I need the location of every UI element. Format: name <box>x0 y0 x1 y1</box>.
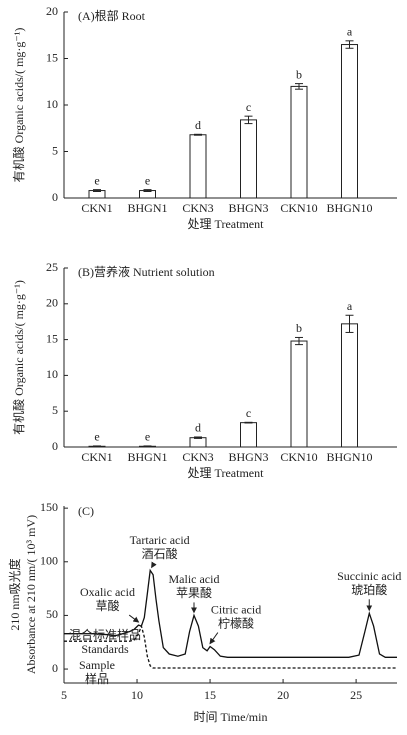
x-tick-label: BHGN10 <box>326 201 372 215</box>
y-tick-label: 20 <box>46 4 58 18</box>
bar <box>189 437 207 448</box>
chart-title: (A)根部 Root <box>78 8 146 23</box>
y-tick-label: 5 <box>52 403 58 417</box>
y-tick-label: 0 <box>52 190 58 204</box>
annotation: 草酸 <box>95 598 119 613</box>
x-tick-label: BHGN3 <box>228 201 268 215</box>
y-tick-label: 0 <box>52 661 58 675</box>
y-axis-label: 有机酸 Organic acids/( mg·g⁻¹) <box>11 28 26 183</box>
y-tick-label: 15 <box>46 331 58 345</box>
bar <box>290 85 308 199</box>
annotation: Oxalic acid <box>80 585 135 599</box>
annotation-arrow <box>151 561 157 569</box>
significance-letter: e <box>94 173 99 187</box>
annotation: Tartaric acid <box>130 533 190 547</box>
y-axis-label: 有机酸 Organic acids/( mg·g⁻¹) <box>11 280 26 435</box>
x-tick-label: CKN3 <box>182 201 213 215</box>
y-tick-label: 0 <box>52 439 58 453</box>
bar <box>341 44 358 199</box>
x-tick-label: 15 <box>204 688 216 702</box>
series-label: Standards <box>81 642 129 656</box>
y-tick-label: 25 <box>46 260 58 274</box>
series-label: Sample <box>79 658 115 672</box>
series-line <box>64 568 397 658</box>
bar <box>240 422 257 448</box>
y-tick-label: 100 <box>40 554 58 568</box>
y-axis-label: 210 nm吸光度 <box>7 558 22 630</box>
annotation: Malic acid <box>168 572 219 586</box>
y-tick-label: 15 <box>46 50 58 64</box>
x-tick-label: CKN3 <box>182 450 213 464</box>
bar <box>189 134 207 199</box>
y-tick-label: 10 <box>46 97 58 111</box>
x-tick-label: BHGN1 <box>127 450 167 464</box>
annotation: Succinic acid <box>337 569 401 583</box>
y-axis-label: Absorbance at 210 nm/( 10³ mV) <box>24 515 38 674</box>
x-tick-label: 10 <box>131 688 143 702</box>
annotation: 酒石酸 <box>142 546 178 561</box>
x-tick-label: CKN1 <box>81 450 112 464</box>
x-tick-label: CKN10 <box>280 201 317 215</box>
x-axis-label: 处理 Treatment <box>188 466 265 480</box>
significance-letter: c <box>246 100 251 114</box>
y-tick-label: 10 <box>46 367 58 381</box>
chart-title: (B)营养液 Nutrient solution <box>78 264 215 279</box>
bar <box>240 119 257 199</box>
x-tick-label: 25 <box>350 688 362 702</box>
series-label: 样品 <box>85 671 109 686</box>
bar <box>341 323 358 448</box>
significance-letter: e <box>145 430 150 444</box>
bar <box>290 340 308 448</box>
x-axis-label: 处理 Treatment <box>188 217 265 231</box>
x-tick-label: CKN1 <box>81 201 112 215</box>
x-tick-label: BHGN3 <box>228 450 268 464</box>
y-tick-label: 150 <box>40 500 58 514</box>
x-axis-label: 时间 Time/min <box>194 710 268 724</box>
annotation: Citric acid <box>211 602 261 616</box>
significance-letter: a <box>347 299 353 313</box>
y-tick-label: 20 <box>46 296 58 310</box>
significance-letter: e <box>145 173 150 187</box>
significance-letter: c <box>246 406 251 420</box>
annotation-arrow <box>209 632 219 645</box>
x-tick-label: 5 <box>61 688 67 702</box>
annotation: 柠檬酸 <box>218 615 254 630</box>
significance-letter: b <box>296 67 302 81</box>
annotation: 琥珀酸 <box>351 582 387 597</box>
x-tick-label: BHGN10 <box>326 450 372 464</box>
x-tick-label: 20 <box>277 688 289 702</box>
chart-title: (C) <box>78 504 94 518</box>
y-tick-label: 5 <box>52 143 58 157</box>
significance-letter: d <box>195 421 201 435</box>
y-tick-label: 50 <box>46 607 58 621</box>
significance-letter: e <box>94 430 99 444</box>
significance-letter: d <box>195 118 201 132</box>
x-tick-label: CKN10 <box>280 450 317 464</box>
series-label: 混合标准样品 <box>69 627 141 642</box>
significance-letter: a <box>347 25 353 39</box>
annotation-arrow <box>128 614 140 623</box>
series-line <box>64 623 397 669</box>
significance-letter: b <box>296 321 302 335</box>
x-tick-label: BHGN1 <box>127 201 167 215</box>
annotation: 苹果酸 <box>176 585 212 600</box>
